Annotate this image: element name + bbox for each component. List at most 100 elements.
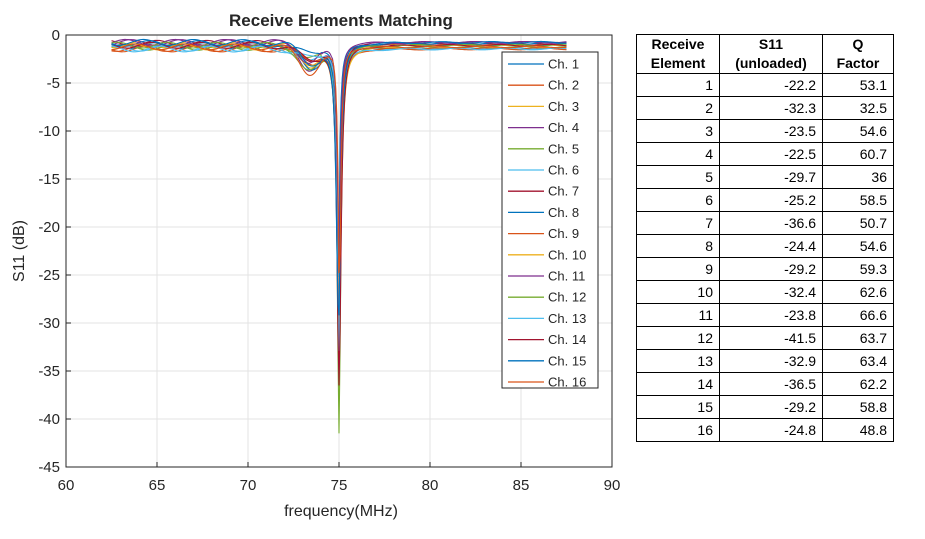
table-cell: 6 bbox=[636, 188, 720, 212]
table-column-header: Q Factor bbox=[822, 34, 894, 74]
y-tick-label: -20 bbox=[38, 219, 60, 236]
table-cell: -32.9 bbox=[719, 349, 823, 373]
table-cell: 3 bbox=[636, 119, 720, 143]
header-line-2: (unloaded) bbox=[735, 55, 807, 71]
legend-entry: Ch. 8 bbox=[548, 205, 579, 220]
table-cell: 13 bbox=[636, 349, 720, 373]
table-cell: 32.5 bbox=[822, 96, 894, 120]
table-cell: 60.7 bbox=[822, 142, 894, 166]
table-row: 2 -32.3 32.5 bbox=[636, 96, 894, 120]
table-cell: 7 bbox=[636, 211, 720, 235]
legend: Ch. 1 Ch. 2 Ch. 3 Ch. 4 Ch. 5 Ch. 6 Ch. 7 Ch. 8… bbox=[501, 51, 599, 390]
table-row: 15 -29.2 58.8 bbox=[636, 395, 894, 419]
x-tick-label: 60 bbox=[58, 477, 75, 494]
legend-entry: Ch. 1 bbox=[548, 57, 579, 72]
header-line-1: Receive bbox=[651, 36, 705, 52]
legend-entry: Ch. 7 bbox=[548, 184, 579, 199]
legend-box bbox=[501, 51, 599, 389]
table-row: 14 -36.5 62.2 bbox=[636, 372, 894, 396]
series-lines bbox=[111, 38, 567, 434]
table-cell: 10 bbox=[636, 280, 720, 304]
legend-entry: Ch. 13 bbox=[548, 311, 586, 326]
y-tick-label: -30 bbox=[38, 315, 60, 332]
table-cell: 9 bbox=[636, 257, 720, 281]
table-cell: 48.8 bbox=[822, 418, 894, 442]
table-cell: -22.2 bbox=[719, 73, 823, 97]
table-column-header: Receive Element bbox=[636, 34, 720, 74]
table-header: Receive Element S11 (unloaded) Q Factor bbox=[636, 34, 894, 74]
table-cell: 63.4 bbox=[822, 349, 894, 373]
table-row: 8 -24.4 54.6 bbox=[636, 234, 894, 258]
table-cell: 54.6 bbox=[822, 119, 894, 143]
header-line-1: Q bbox=[852, 36, 864, 52]
table-cell: 66.6 bbox=[822, 303, 894, 327]
table-cell: 1 bbox=[636, 73, 720, 97]
axis-ticks: 60 65 70 75 80 85 90 0 -5 -10 -15 -20 -25 -30 -35 -40 -4… bbox=[38, 27, 620, 494]
legend-entry: Ch. 4 bbox=[548, 120, 579, 135]
table-cell: -24.8 bbox=[719, 418, 823, 442]
legend-entry: Ch. 15 bbox=[548, 353, 586, 368]
table-body: 1 -22.2 53.1 2 -32.3 32.5 3 -23.5 54.6 4 -22.5 60.7… bbox=[636, 73, 894, 442]
table-cell: 14 bbox=[636, 372, 720, 396]
table-row: 7 -36.6 50.7 bbox=[636, 211, 894, 235]
table-cell: 53.1 bbox=[822, 73, 894, 97]
table-header-row: Receive Element S11 (unloaded) Q Factor bbox=[636, 34, 894, 74]
legend-entry: Ch. 2 bbox=[548, 78, 579, 93]
x-tick-label: 75 bbox=[331, 477, 348, 494]
table-cell: -23.8 bbox=[719, 303, 823, 327]
table-row: 9 -29.2 59.3 bbox=[636, 257, 894, 281]
series-line-16 bbox=[111, 43, 567, 274]
legend-entry: Ch. 3 bbox=[548, 99, 579, 114]
table-row: 11 -23.8 66.6 bbox=[636, 303, 894, 327]
table-cell: -24.4 bbox=[719, 234, 823, 258]
table-cell: 58.5 bbox=[822, 188, 894, 212]
table-cell: -36.5 bbox=[719, 372, 823, 396]
table-cell: 12 bbox=[636, 326, 720, 350]
series-line-14 bbox=[111, 41, 567, 386]
table-cell: 62.2 bbox=[822, 372, 894, 396]
y-axis-label: S11 (dB) bbox=[11, 220, 28, 282]
legend-entry: Ch. 11 bbox=[548, 269, 585, 284]
y-tick-label: 0 bbox=[52, 27, 60, 44]
header-line-1: S11 bbox=[758, 36, 784, 52]
table-cell: 62.6 bbox=[822, 280, 894, 304]
table-cell: 8 bbox=[636, 234, 720, 258]
legend-entry: Ch. 9 bbox=[548, 226, 579, 241]
x-tick-label: 65 bbox=[149, 477, 166, 494]
table-column-header: S11 (unloaded) bbox=[719, 34, 823, 74]
table-cell: -25.2 bbox=[719, 188, 823, 212]
table-row: 12 -41.5 63.7 bbox=[636, 326, 894, 350]
legend-entry: Ch. 16 bbox=[548, 375, 586, 390]
y-tick-label: -35 bbox=[38, 363, 60, 380]
table-cell: -41.5 bbox=[719, 326, 823, 350]
table-cell: -32.4 bbox=[719, 280, 823, 304]
y-tick-label: -40 bbox=[38, 411, 60, 428]
x-axis-label: frequency(MHz) bbox=[284, 503, 398, 520]
table-cell: 54.6 bbox=[822, 234, 894, 258]
table-row: 16 -24.8 48.8 bbox=[636, 418, 894, 442]
series-line-15 bbox=[111, 38, 567, 316]
table-row: 5 -29.7 36 bbox=[636, 165, 894, 189]
header-line-2: Factor bbox=[836, 55, 880, 71]
legend-entry: Ch. 12 bbox=[548, 290, 586, 305]
table-cell: 4 bbox=[636, 142, 720, 166]
legend-entry: Ch. 10 bbox=[548, 247, 586, 262]
y-tick-label: -25 bbox=[38, 267, 60, 284]
table-cell: -29.2 bbox=[719, 257, 823, 281]
x-tick-label: 90 bbox=[604, 477, 621, 494]
legend-entry: Ch. 5 bbox=[548, 141, 579, 156]
legend-entry: Ch. 6 bbox=[548, 163, 579, 178]
table-row: 4 -22.5 60.7 bbox=[636, 142, 894, 166]
header-line-2: Element bbox=[650, 55, 706, 71]
table-cell: -32.3 bbox=[719, 96, 823, 120]
s11-line-chart: Receive Elements Matching 60 65 70 75 80 85 90… bbox=[11, 11, 620, 520]
table-row: 10 -32.4 62.6 bbox=[636, 280, 894, 304]
table-row: 13 -32.9 63.4 bbox=[636, 349, 894, 373]
table-cell: 50.7 bbox=[822, 211, 894, 235]
table-cell: 16 bbox=[636, 418, 720, 442]
table-cell: -36.6 bbox=[719, 211, 823, 235]
table-cell: 2 bbox=[636, 96, 720, 120]
table-row: 6 -25.2 58.5 bbox=[636, 188, 894, 212]
table-cell: -23.5 bbox=[719, 119, 823, 143]
table-cell: 5 bbox=[636, 165, 720, 189]
